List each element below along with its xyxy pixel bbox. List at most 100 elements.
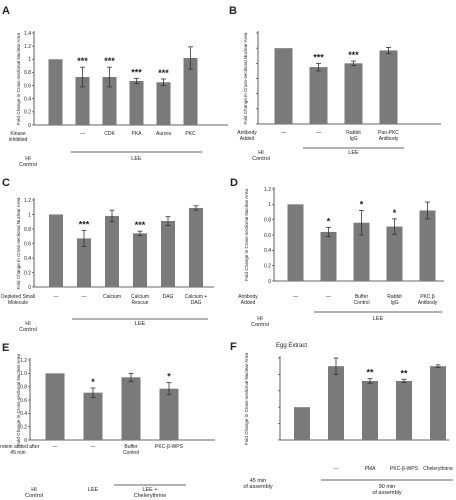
group-label: HI Control [251,316,269,328]
bar [156,82,171,125]
panel-d: D Fold Change in Cross-sectional Nuclear … [230,177,444,328]
category-label: PKC [185,131,196,137]
significance-marker: ** [366,368,374,378]
bar [77,238,91,287]
y-tick-label: 0.8 [24,227,31,233]
bar [344,63,363,124]
category-label: — [91,444,96,450]
bar [287,204,304,281]
y-tick-label: 1 [268,202,271,208]
panel-label: C [2,177,10,189]
row-title: Antibody Added [238,294,258,306]
significance-marker: * [393,208,397,218]
bar [353,222,370,281]
significance-marker: *** [77,56,88,66]
bar [396,380,412,440]
category-label: PKC β Antibody [418,294,438,306]
y-tick-label: 0 [24,438,27,444]
category-label: PMA [365,466,377,472]
y-axis-label: Fold Change in Cross-sectional Nuclear A… [244,189,249,281]
panel-label: F [230,341,237,353]
bar [129,80,144,125]
category-label: — [293,294,298,300]
significance-marker: * [91,377,95,387]
bar [121,377,141,440]
significance-marker: * [327,216,331,226]
category-label: — [334,466,339,472]
group-label: HI Control [252,150,270,162]
panel-f: F Egg Extract Fold Change in Cross-section… [230,341,453,496]
bar [362,380,378,440]
bar [320,231,337,281]
group-label: LEE + Chelerythrine [134,487,167,499]
y-tick-label: 1 [28,212,31,218]
category-label: Rabbit IgG [387,294,402,306]
y-tick-label: 0.8 [264,217,271,223]
y-tick-label: 0 [28,123,31,129]
panel-e: E Fold Change in Cross-sectional Nuclear … [0,342,215,499]
significance-marker: * [360,199,364,209]
panel-label: B [229,5,237,17]
y-tick-label: 0.6 [264,233,271,239]
group-label: HI Control [25,487,43,499]
bar [183,57,198,125]
bar [161,221,175,287]
significance-marker: ** [400,368,408,378]
category-label: — [54,294,59,300]
significance-marker: *** [158,68,169,78]
group-label: LEE [348,150,359,156]
category-label: PKA [131,131,142,137]
bar [133,233,147,287]
group-label: LEE [131,156,142,162]
bar [328,366,344,440]
category-label: PKC-β-WPS [155,444,184,450]
y-tick-label: 0.8 [24,70,31,76]
bar [159,388,179,440]
y-tick-label: 0.2 [20,424,27,430]
y-tick-label: 0.6 [24,241,31,247]
significance-marker: *** [348,50,359,60]
category-label: — [82,294,87,300]
panel-a: A Fold Change in Cross-sectional Nuclear … [2,5,228,168]
y-tick-label: 1.2 [20,358,27,364]
group-label: 45 min of assembly [243,478,273,490]
bar [386,226,403,281]
category-label: Buffer Control [353,294,369,306]
y-axis-label: Fold Change in Cross-sectional Nuclear A… [16,197,21,289]
panel-b: B Fold Change in Cross-sectional Nuclear … [229,5,441,162]
category-label: — [53,444,58,450]
category-label: PKC-β-WPS [390,466,419,472]
y-tick-label: 0.4 [24,97,31,103]
category-label: Buffer Control [123,444,139,456]
panel-label: A [2,5,10,17]
bar [48,59,63,125]
bar [105,215,119,287]
y-axis-label: Fold Change in Cross-sectional Nuclear A… [243,32,248,124]
significance-marker: *** [104,56,115,66]
group-label: LEE [88,487,99,493]
y-axis-label: Fold Change in Cross-sectional Nuclear A… [16,354,21,446]
bar [102,77,117,125]
category-label: Rabbit IgG [346,130,361,142]
bar [274,48,293,124]
significance-marker: *** [79,219,90,229]
y-tick-label: 0.4 [20,411,27,417]
category-label: Chelerythrine [423,466,453,472]
y-tick-label: 1.0 [20,371,27,377]
y-tick-label: 0.2 [24,110,31,116]
panel-label: E [2,342,9,354]
significance-marker: *** [131,67,142,77]
group-label: HI Control [19,321,37,333]
bar [83,392,103,440]
category-label: — [281,130,286,136]
group-label: LEE [135,321,146,327]
y-tick-label: 0 [28,285,31,291]
panel-label: D [230,177,238,189]
y-tick-label: 0.4 [24,256,31,262]
y-tick-label: 0.6 [20,398,27,404]
y-tick-label: 1.2 [264,187,271,193]
significance-marker: *** [135,220,146,230]
significance-marker: *** [313,52,324,62]
y-axis-label: Fold Change in Cross-sectional Nuclear A… [244,353,249,445]
